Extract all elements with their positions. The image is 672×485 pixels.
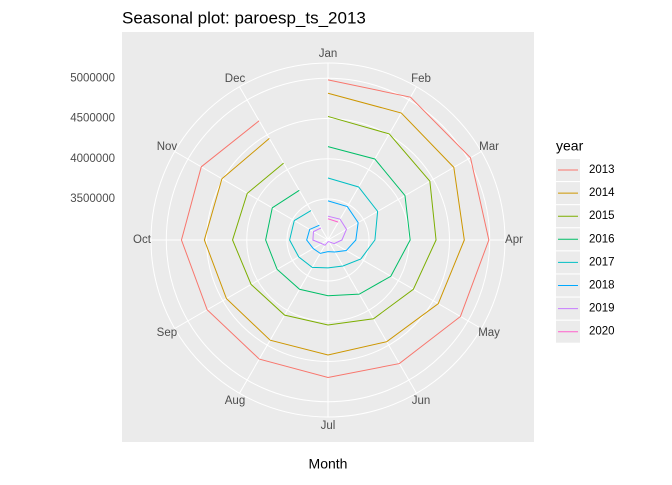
chart-title: Seasonal plot: paroesp_ts_2013 (122, 8, 366, 27)
month-label: Jan (319, 48, 338, 60)
series-line (312, 215, 348, 246)
y-tick-label: 4000000 (70, 153, 115, 165)
x-axis-title: Month (309, 456, 348, 472)
spoke-grid-line (239, 239, 329, 394)
month-label: Mar (479, 141, 499, 153)
series-line (306, 200, 359, 254)
y-tick-label: 5000000 (70, 72, 115, 84)
month-label: Jul (321, 420, 336, 432)
month-label: Oct (133, 234, 152, 246)
spoke-grid-line (327, 239, 482, 329)
month-label: Feb (411, 73, 431, 85)
legend-label: 2016 (589, 233, 615, 245)
legend-title: year (556, 138, 584, 154)
grid-circle (286, 198, 370, 282)
month-label: Apr (505, 234, 523, 246)
legend-label: 2014 (589, 187, 615, 199)
series-line (327, 218, 339, 223)
month-label: Sep (157, 327, 177, 339)
legend-label: 2020 (589, 326, 615, 338)
legend-label: 2018 (589, 280, 615, 292)
series-line (203, 92, 465, 356)
series-line (265, 146, 411, 297)
grid-circle (165, 77, 491, 403)
month-label: Jun (412, 395, 431, 407)
month-label: Dec (225, 73, 246, 85)
series-line (180, 79, 490, 378)
y-tick-label: 3500000 (70, 193, 115, 205)
legend-label: 2015 (589, 210, 615, 222)
grid-circle (246, 158, 410, 322)
spoke-grid-line (174, 151, 329, 241)
spoke-grid-line (327, 86, 417, 241)
month-label: Nov (157, 141, 178, 153)
series-line (232, 115, 437, 326)
legend-label: 2017 (589, 256, 615, 268)
grid-circle (206, 118, 450, 362)
month-label: Aug (225, 395, 245, 407)
month-label: May (478, 327, 500, 339)
series-line (289, 177, 379, 269)
legend-label: 2013 (589, 164, 615, 176)
y-tick-label: 4500000 (70, 113, 115, 125)
legend-label: 2019 (589, 303, 615, 315)
